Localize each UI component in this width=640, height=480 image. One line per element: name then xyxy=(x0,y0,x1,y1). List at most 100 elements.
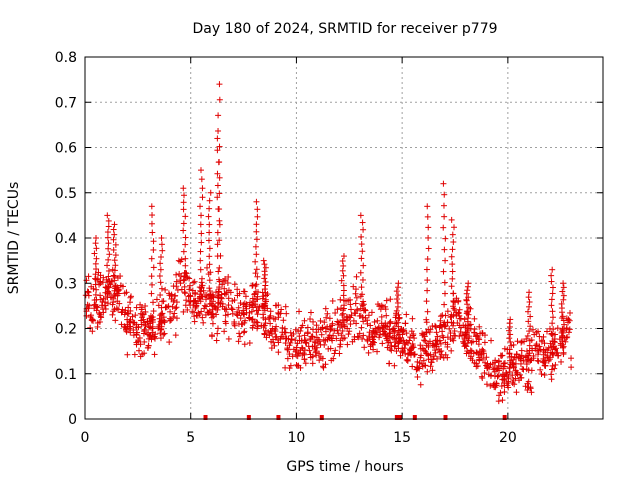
data-point-1464 xyxy=(159,298,166,305)
data-point-588 xyxy=(252,270,259,277)
data-point-812 xyxy=(437,340,444,347)
data-point-1366 xyxy=(303,340,310,347)
data-point-1249 xyxy=(235,338,242,345)
data-point-430 xyxy=(275,339,282,346)
data-point-1596 xyxy=(357,305,364,312)
data-point-831 xyxy=(481,369,488,376)
data-point-1359 xyxy=(210,303,217,310)
data-point-1714 xyxy=(526,289,533,296)
data-point-1707 xyxy=(527,323,534,330)
data-point-1063 xyxy=(249,302,256,309)
data-point-1426 xyxy=(104,229,111,236)
data-point-1698 xyxy=(506,320,513,327)
data-point-1549 xyxy=(214,135,221,142)
data-point-327 xyxy=(173,299,180,306)
data-point-1004 xyxy=(145,335,152,342)
data-point-1645 xyxy=(441,279,448,286)
data-point-1474 xyxy=(158,235,165,241)
data-point-1471 xyxy=(157,254,164,261)
data-point-514 xyxy=(124,351,131,358)
data-point-609 xyxy=(473,349,480,356)
data-point-1300 xyxy=(398,338,405,345)
data-point-917 xyxy=(551,339,558,346)
data-point-644 xyxy=(253,318,260,325)
data-point-1531 xyxy=(215,127,222,134)
data-point-764 xyxy=(286,351,293,358)
data-point-1221 xyxy=(186,298,193,305)
data-point-1153 xyxy=(530,352,537,359)
data-point-594 xyxy=(246,340,253,347)
data-point-793 xyxy=(124,310,131,317)
data-point-962 xyxy=(306,336,313,343)
data-point-875 xyxy=(387,345,394,352)
data-point-1240 xyxy=(522,383,529,390)
data-point-618 xyxy=(306,347,313,354)
data-point-1743 xyxy=(560,284,567,291)
data-point-1053 xyxy=(242,293,249,300)
data-point-659 xyxy=(90,285,97,292)
data-point-1264 xyxy=(258,303,265,310)
data-point-884 xyxy=(429,323,436,330)
data-point-1226 xyxy=(427,326,434,333)
data-point-1309 xyxy=(200,287,207,294)
data-point-1718 xyxy=(549,332,556,339)
data-point-700 xyxy=(282,329,289,336)
data-point-1478 xyxy=(182,262,189,269)
data-point-169 xyxy=(213,337,220,344)
data-point-741 xyxy=(497,352,504,359)
data-point-1660 xyxy=(448,283,455,290)
data-point-483 xyxy=(482,359,489,366)
data-point-1274 xyxy=(403,330,410,337)
data-point-1435 xyxy=(111,267,118,274)
data-point-1710 xyxy=(525,308,532,315)
data-point-1140 xyxy=(377,328,384,335)
data-point-786 xyxy=(332,347,339,354)
data-point-1271 xyxy=(537,346,544,353)
data-point-1720 xyxy=(549,320,556,327)
data-point-1537 xyxy=(215,276,222,283)
data-point-203 xyxy=(411,351,418,358)
data-point-1469 xyxy=(157,266,164,273)
y-tick-label-3: 0.3 xyxy=(55,276,77,292)
data-point-1485 xyxy=(182,213,189,220)
data-point-1189 xyxy=(405,340,412,347)
data-point-372 xyxy=(429,367,436,374)
data-point-1204 xyxy=(464,340,471,347)
data-point-662 xyxy=(411,335,418,342)
data-point-1536 xyxy=(215,288,222,295)
data-point-695 xyxy=(102,299,109,306)
data-point-1307 xyxy=(479,375,486,382)
data-point-1466 xyxy=(158,285,165,292)
data-point-1386 xyxy=(279,324,286,331)
data-point-1424 xyxy=(105,240,112,247)
data-point-1368 xyxy=(540,333,547,340)
data-point-1227 xyxy=(531,331,538,338)
data-point-1280 xyxy=(433,355,440,362)
data-point-1403 xyxy=(92,291,99,298)
data-point-1605 xyxy=(358,241,365,248)
data-point-1726 xyxy=(549,284,556,291)
data-point-1457 xyxy=(148,220,155,227)
data-point-1239 xyxy=(382,303,389,310)
data-point-1187 xyxy=(133,321,140,328)
data-point-1722 xyxy=(549,308,556,315)
data-point-1136 xyxy=(233,311,240,318)
data-point-1168 xyxy=(145,323,152,330)
data-point-1616 xyxy=(395,311,402,318)
data-point-560 xyxy=(134,329,141,336)
data-point-427 xyxy=(214,330,221,337)
data-point-1681 xyxy=(463,290,470,297)
data-point-1098 xyxy=(166,339,173,346)
data-point-1516 xyxy=(205,213,212,220)
data-point-358 xyxy=(94,304,101,311)
data-point-1163 xyxy=(193,312,200,319)
data-point-1493 xyxy=(197,266,204,273)
data-point-1370 xyxy=(432,323,439,330)
data-point-673 xyxy=(225,295,232,302)
data-point-1593 xyxy=(339,258,346,265)
data-point-1700 xyxy=(526,357,533,364)
data-point-1649 xyxy=(442,235,449,242)
data-point-422 xyxy=(184,306,191,313)
grid xyxy=(85,57,603,419)
data-point-579 xyxy=(177,258,184,265)
